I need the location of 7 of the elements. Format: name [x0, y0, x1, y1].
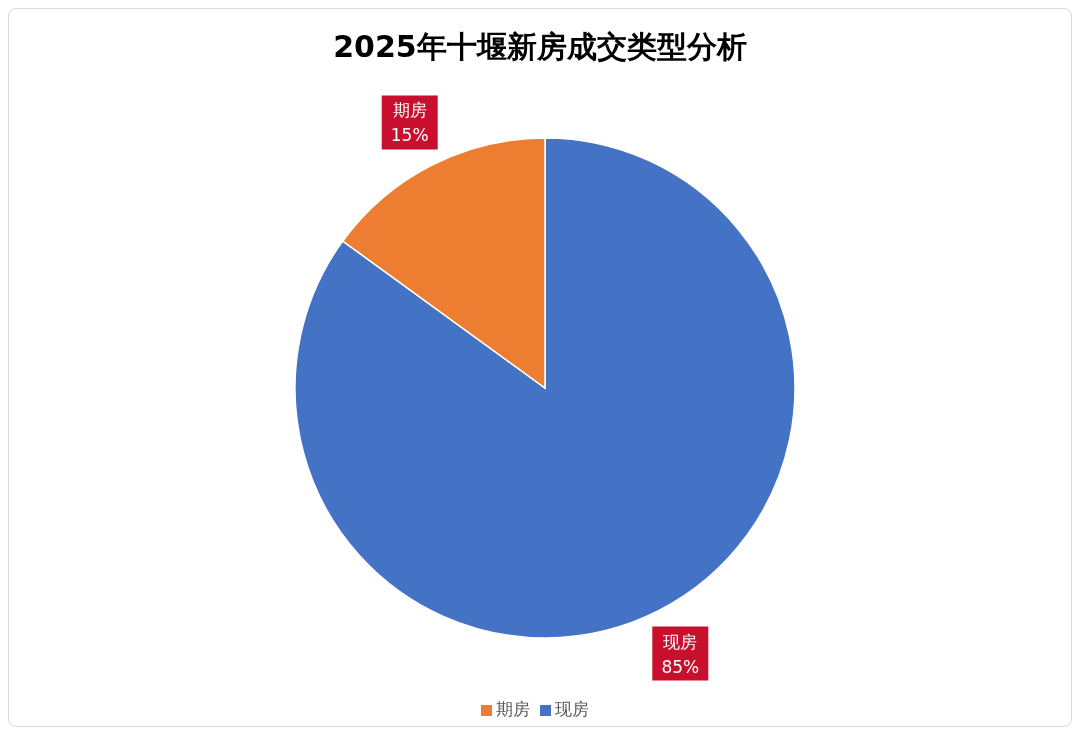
slice-label: 期房	[392, 100, 427, 121]
data-label: 15%	[390, 125, 429, 146]
legend-label: 现房	[555, 699, 589, 719]
slice-label: 现房	[663, 631, 698, 652]
chart-title: 2025年十堰新房成交类型分析	[332, 28, 748, 66]
legend-label: 期房	[496, 699, 530, 719]
data-label: 85%	[661, 656, 700, 677]
